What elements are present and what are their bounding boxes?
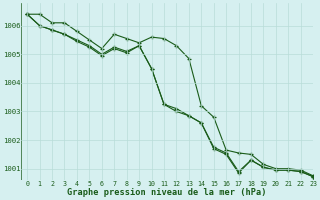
- X-axis label: Graphe pression niveau de la mer (hPa): Graphe pression niveau de la mer (hPa): [67, 188, 267, 197]
